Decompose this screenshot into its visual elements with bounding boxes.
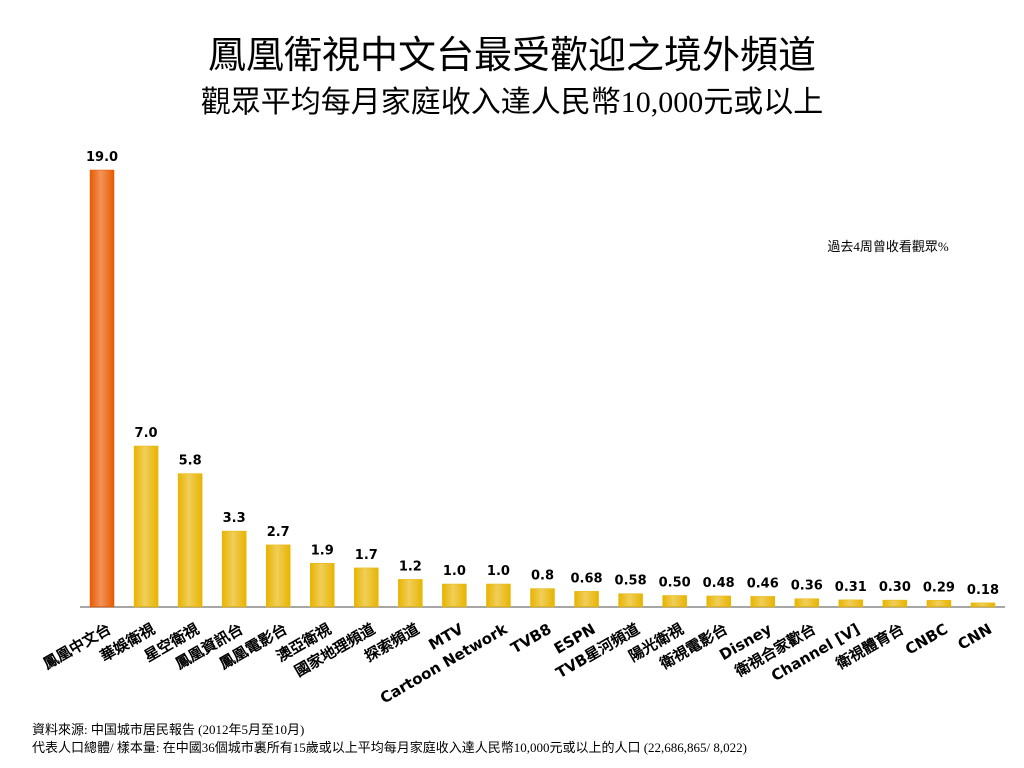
- value-label: 2.7: [267, 525, 290, 540]
- value-label: 0.18: [967, 583, 999, 598]
- bar: [926, 600, 952, 608]
- x-tick-label: CNN: [955, 620, 995, 654]
- value-label: 0.50: [659, 576, 691, 591]
- value-label: 1.9: [311, 543, 334, 558]
- bar: [530, 588, 555, 608]
- chart-subtitle: 觀眾平均每月家庭收入達人民幣10,000元或以上: [201, 86, 824, 119]
- value-label: 0.31: [835, 580, 867, 595]
- value-label: 3.3: [223, 511, 246, 526]
- x-tick-label: TVB8: [508, 620, 555, 657]
- value-label: 0.30: [879, 580, 911, 595]
- bar: [133, 445, 159, 608]
- bar: [970, 602, 996, 608]
- bar: [398, 579, 423, 608]
- bar: [882, 599, 908, 608]
- annotation: 過去4周曾收看觀眾%: [827, 239, 949, 254]
- bar: [265, 544, 291, 608]
- value-label: 0.68: [571, 571, 603, 586]
- bar: [486, 583, 511, 608]
- bar: [221, 530, 247, 608]
- x-tick-label: CNBC: [902, 620, 951, 659]
- value-label: 1.0: [487, 564, 510, 579]
- bar: [794, 598, 820, 608]
- bar: [838, 599, 864, 608]
- value-label: 0.36: [791, 579, 823, 594]
- bar: [177, 473, 203, 608]
- bar: [618, 593, 643, 608]
- value-label: 0.48: [703, 576, 735, 591]
- value-label: 0.8: [531, 569, 554, 584]
- value-label: 19.0: [86, 150, 118, 165]
- bar: [310, 563, 335, 608]
- value-label: 7.0: [135, 426, 158, 441]
- value-label: 1.0: [443, 564, 466, 579]
- bar: [89, 169, 115, 608]
- bar: [750, 596, 775, 608]
- value-label: 1.7: [355, 548, 378, 563]
- footnote: 資料來源: 中国城市居民報告 (2012年5月至10月): [32, 722, 304, 737]
- bar: [442, 583, 467, 608]
- value-label: 0.46: [747, 576, 779, 591]
- value-label: 0.29: [923, 580, 955, 595]
- bar: [662, 595, 687, 608]
- bar: [574, 591, 599, 608]
- chart-title: 鳳凰衛視中文台最受歡迎之境外頻道: [208, 35, 816, 77]
- value-label: 0.58: [615, 574, 647, 589]
- footnote: 代表人口總體/ 樣本量: 在中國36個城市裏所有15歲或以上平均每月家庭收入達人…: [32, 740, 747, 755]
- bar: [706, 595, 731, 608]
- value-label: 1.2: [399, 559, 422, 574]
- value-label: 5.8: [179, 454, 202, 469]
- bar: [354, 567, 379, 608]
